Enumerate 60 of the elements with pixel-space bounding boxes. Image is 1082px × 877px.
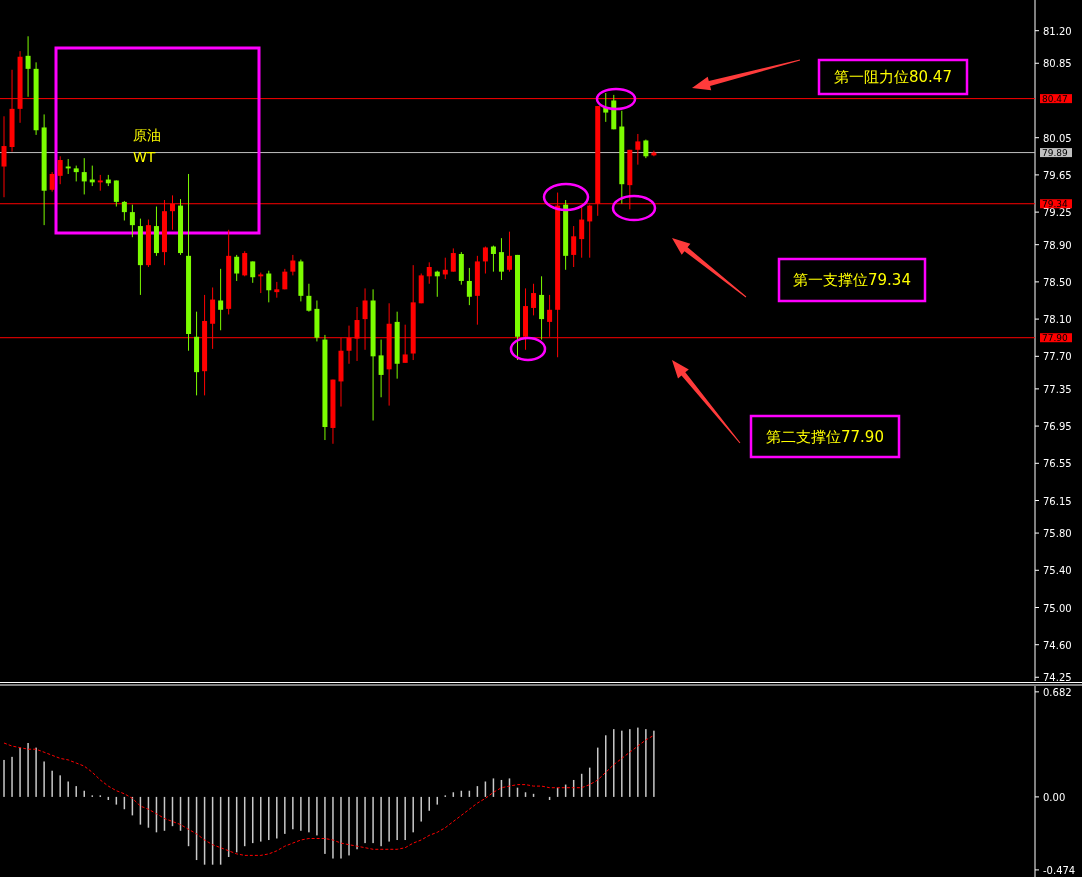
candlestick: [113, 179, 119, 208]
y-tick-label: 77.70: [1043, 351, 1072, 363]
y-tick-label: 75.00: [1043, 602, 1072, 614]
y-tick-label: 80.05: [1043, 132, 1072, 144]
candlestick: [306, 283, 312, 313]
annotation: 第二支撑位77.90: [766, 427, 884, 446]
candlestick: [506, 231, 512, 273]
candlestick: [531, 283, 537, 316]
y-tick-label: 0.682: [1043, 686, 1072, 698]
ref-line-label: 80.47: [1042, 93, 1068, 104]
annotation: WT: [133, 149, 156, 165]
candlestick: [450, 247, 456, 273]
y-tick-label: 0.00: [1043, 791, 1066, 803]
candlestick: [1, 115, 7, 198]
y-tick-label: 76.15: [1043, 495, 1072, 507]
y-tick-label: 75.40: [1043, 565, 1072, 577]
y-tick-label: 74.60: [1043, 639, 1072, 651]
y-tick-label: 78.10: [1043, 314, 1072, 326]
candlestick: [466, 267, 472, 306]
candlestick: [635, 133, 641, 166]
y-tick-label: 78.50: [1043, 276, 1072, 288]
ref-label: 79.89: [1040, 147, 1072, 158]
candlestick: [242, 250, 248, 277]
candlestick: [121, 200, 127, 221]
y-tick-label: 80.85: [1043, 58, 1072, 70]
candlestick: [258, 272, 264, 294]
candlestick: [25, 35, 31, 98]
candlestick: [266, 270, 272, 303]
y-tick-label: 79.65: [1043, 169, 1072, 181]
y-tick-label: 79.25: [1043, 207, 1072, 219]
annotation: 第一阻力位80.47: [834, 68, 952, 86]
candlestick: [250, 260, 256, 284]
y-tick-label: 77.35: [1043, 383, 1072, 395]
y-tick-label: 74.25: [1043, 672, 1072, 684]
y-tick-label: 81.20: [1043, 25, 1072, 37]
candlestick: [57, 155, 63, 185]
y-tick-label: -0.474: [1043, 864, 1076, 876]
candlestick: [218, 268, 224, 331]
candlestick: [490, 245, 496, 273]
ref-label: 80.47: [1040, 93, 1072, 104]
y-tick-label: 75.80: [1043, 528, 1072, 540]
candlestick: [290, 254, 296, 276]
line-series: [3, 734, 655, 856]
y-tick-label: 76.55: [1043, 458, 1072, 470]
candlestick: [234, 254, 240, 282]
candlestick: [129, 204, 135, 238]
candlestick: [482, 246, 488, 275]
candlestick: [571, 225, 577, 268]
ref-label: 77.90: [1040, 332, 1072, 343]
y-tick-label: 78.90: [1043, 239, 1072, 251]
candlestick: [498, 237, 504, 281]
candlestick: [426, 261, 432, 285]
ref-label: 79.34: [1040, 198, 1072, 209]
y-tick-label: 76.95: [1043, 421, 1072, 433]
candlestick: [49, 171, 55, 193]
annotation: 原油: [133, 127, 161, 143]
candlestick: [81, 157, 87, 195]
candlestick: [579, 205, 585, 259]
candlestick: [378, 339, 384, 398]
annotation: 第一支撑位79.34: [793, 271, 911, 289]
